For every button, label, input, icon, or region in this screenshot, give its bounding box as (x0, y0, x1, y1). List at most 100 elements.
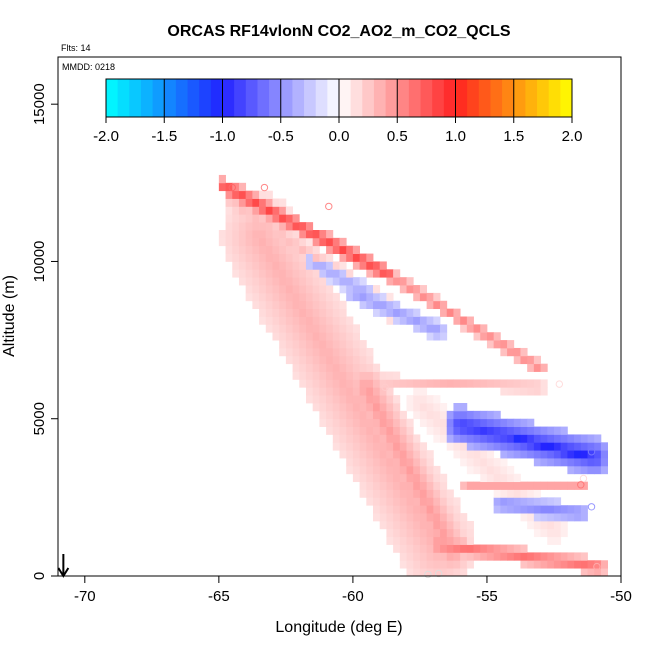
heatmap-cell (352, 363, 360, 372)
heatmap-cell (500, 442, 508, 451)
heatmap-cell (406, 395, 414, 404)
heatmap-cell (252, 214, 260, 223)
heatmap-cell (366, 379, 374, 388)
heatmap-cell (285, 261, 293, 270)
heatmap-cell (299, 316, 307, 325)
heatmap-cell (379, 403, 387, 412)
heatmap-cell (500, 505, 508, 514)
heatmap-cell (238, 245, 247, 254)
heatmap-cell (319, 395, 327, 404)
colorbar-segment (373, 79, 387, 117)
heatmap-cell (440, 434, 448, 443)
heatmap-cell (453, 505, 461, 514)
heatmap-cell (366, 410, 374, 420)
heatmap-cell (486, 418, 495, 427)
heatmap-cell (339, 442, 347, 451)
heatmap-cell (466, 418, 474, 427)
heatmap-cell (527, 513, 535, 522)
heatmap-cell (373, 497, 381, 506)
heatmap-cell (507, 340, 515, 349)
heatmap-cell (547, 513, 555, 522)
heatmap-cell (540, 450, 548, 459)
heatmap-cell (446, 379, 454, 388)
heatmap-cell (352, 379, 360, 388)
heatmap-cell (319, 324, 327, 333)
x-tick-label: -70 (74, 588, 96, 605)
heatmap-cell (326, 403, 334, 412)
heatmap-cell (272, 198, 280, 207)
heatmap-cell (486, 442, 495, 451)
heatmap-cell (232, 222, 240, 231)
colorbar-segment (315, 79, 328, 117)
heatmap-cell (473, 450, 481, 459)
heatmap-cell (493, 544, 501, 553)
heatmap-cell (386, 371, 394, 380)
heatmap-cell (339, 347, 347, 357)
heatmap-cell (366, 450, 374, 459)
heatmap-cell (433, 316, 441, 325)
heatmap-cell (319, 371, 327, 380)
heatmap-cell (553, 513, 562, 522)
heatmap-cell (373, 513, 381, 522)
heatmap-cell (332, 379, 340, 388)
heatmap-cell (312, 253, 320, 262)
heatmap-cell (245, 198, 253, 207)
heatmap-cell (312, 347, 320, 357)
heatmap-cell (527, 379, 535, 388)
heatmap-cell (386, 379, 394, 388)
heatmap-cell (379, 269, 387, 278)
heatmap-cell (413, 552, 421, 561)
heatmap-cell (527, 497, 535, 506)
heatmap-cell (393, 410, 401, 420)
heatmap-cell (513, 418, 521, 427)
heatmap-cell (507, 418, 515, 427)
heatmap-cell (373, 410, 381, 420)
heatmap-cell (399, 418, 407, 427)
heatmap-cell (386, 497, 394, 506)
heatmap-cell (453, 536, 461, 545)
heatmap-cell (580, 513, 588, 522)
heatmap-cell (352, 395, 360, 404)
heatmap-cell (379, 434, 387, 443)
heatmap-cell (453, 513, 461, 522)
heatmap-cell (225, 245, 233, 254)
heatmap-cell (486, 552, 495, 561)
data-point (325, 202, 333, 211)
heatmap-cell (238, 206, 247, 215)
heatmap-cell (366, 418, 374, 427)
heatmap-cell (513, 450, 521, 459)
heatmap-cell (527, 418, 535, 427)
heatmap-cell (580, 450, 588, 459)
heatmap-cell (553, 458, 562, 467)
heatmap-cell (426, 395, 434, 404)
heatmap-cell (560, 434, 568, 443)
heatmap-cell (272, 230, 280, 239)
heatmap-cell (480, 418, 488, 427)
heatmap-cell (587, 458, 595, 467)
colorbar-tick-label: -2.0 (93, 128, 119, 145)
heatmap-cell (413, 536, 421, 545)
data-point (577, 481, 585, 489)
heatmap-cell (507, 347, 515, 357)
heatmap-cell (433, 568, 441, 577)
heatmap-cell (312, 379, 320, 388)
heatmap-cell (500, 544, 508, 553)
heatmap-cell (259, 292, 267, 302)
heatmap-cell (312, 371, 320, 380)
heatmap-cell (339, 363, 347, 372)
heatmap-cell (547, 505, 555, 514)
heatmap-cell (352, 347, 360, 357)
heatmap-cell (346, 253, 354, 262)
flights-note: Flts: 14 (61, 43, 91, 53)
heatmap-cell (466, 552, 474, 561)
heatmap-cell (426, 473, 434, 483)
heatmap-cell (299, 340, 307, 349)
heatmap-cell (574, 552, 582, 561)
heatmap-cell (426, 544, 434, 553)
heatmap-cell (560, 442, 568, 451)
heatmap-cell (399, 560, 407, 569)
heatmap-cell (460, 403, 468, 412)
heatmap-cell (594, 560, 602, 569)
heatmap-cell (406, 434, 414, 443)
heatmap-cell (594, 568, 602, 577)
